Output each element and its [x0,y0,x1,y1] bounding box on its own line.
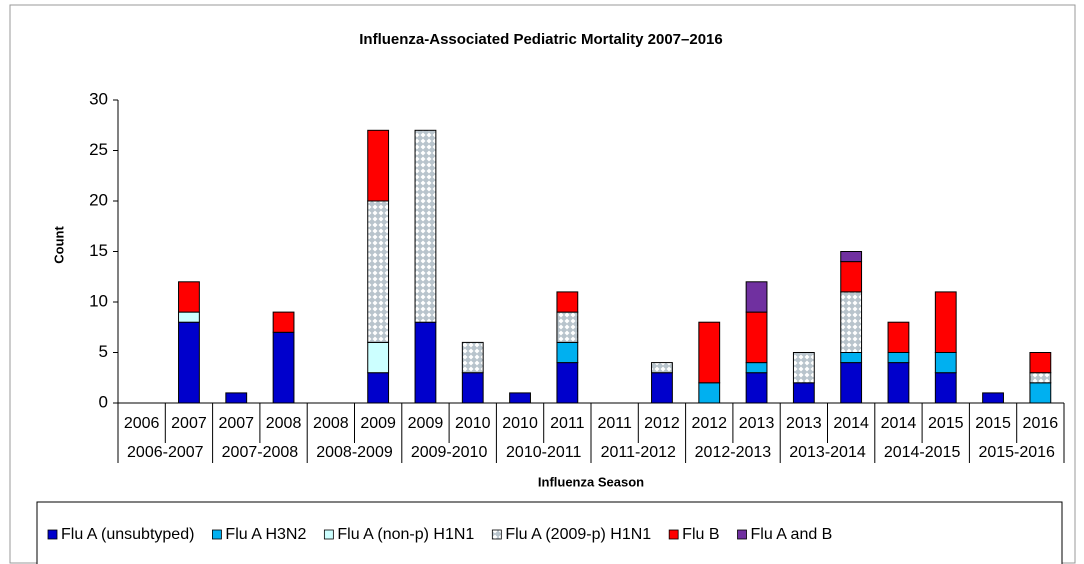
bar-segment [792,352,815,384]
bar-segment [1029,382,1052,404]
x-group-label: 2011-2012 [601,444,676,461]
bar-segment [887,362,910,404]
x-tick-label: 2008 [266,415,302,432]
bar-segment [367,341,390,374]
bar-segment [367,200,390,343]
bar-segment [556,291,579,313]
x-tick-label: 2009 [360,415,396,432]
bar-segment [556,362,579,404]
x-tick-label: 2010 [455,415,491,432]
y-tick-label: 20 [89,190,108,209]
y-tick-label: 5 [99,342,108,361]
x-tick-label: 2011 [597,415,632,432]
bar-segment [178,281,200,313]
x-group-label: 2015-2016 [978,444,1055,461]
bar-segment [556,341,579,364]
bar-segment [272,311,295,333]
bar-segment [509,392,531,404]
x-tick-label: 2010 [502,415,538,432]
x-tick-label: 2006 [124,415,160,432]
bar-segment [934,372,957,404]
bar-segment [414,321,437,404]
legend-swatch [212,529,222,540]
bar-segment [887,321,910,354]
legend-label: Flu A and B [751,526,833,543]
legend-swatch [323,529,334,540]
bar-segment [840,362,863,404]
x-group-label: 2009-2010 [411,444,488,461]
bar-segment [745,281,768,313]
x-group-label: 2006-2007 [127,444,204,461]
x-group-label: 2008-2009 [316,444,393,461]
bar-segment [178,321,200,404]
bar-segment [272,331,295,404]
bar-segment [225,392,248,404]
legend-label: Flu A (2009-p) H1N1 [505,526,651,543]
bar-segment [698,382,721,404]
bar-segment [934,291,957,353]
x-tick-label: 2014 [833,415,869,432]
x-tick-label: 2008 [313,415,349,432]
x-tick-label: 2012 [644,415,680,432]
legend-label: Flu A (non-p) H1N1 [337,526,474,543]
x-tick-label: 2007 [218,415,254,432]
y-tick-label: 15 [89,241,108,260]
bar-segment [745,362,768,374]
x-tick-label: 2016 [1023,415,1059,432]
bar-segment [178,311,200,323]
bar-segment [934,352,957,374]
bar-segment [745,311,768,364]
x-tick-label: 2013 [786,415,822,432]
x-tick-label: 2012 [691,415,727,432]
bar-segment [367,372,390,404]
bar-segment [887,352,910,364]
legend-swatch [47,529,58,540]
legend-label: Flu A H3N2 [225,526,306,543]
bar-segment [745,372,768,404]
x-group-label: 2013-2014 [789,444,866,461]
x-group-label: 2010-2011 [506,444,581,461]
bar-segment [1029,372,1052,384]
y-tick-label: 10 [89,291,108,310]
legend-box [36,501,1063,564]
bar-segment [698,321,721,384]
chart-title: Influenza-Associated Pediatric Mortality… [359,31,722,48]
x-tick-label: 2015 [975,415,1011,432]
x-tick-label: 2011 [550,415,585,432]
bar-segment [414,129,437,323]
bar-segment [651,372,673,404]
x-tick-label: 2014 [881,415,917,432]
bar-segment [1029,352,1052,374]
y-axis-label: Count [51,226,66,264]
x-group-label: 2014-2015 [884,444,961,461]
y-tick-label: 0 [99,392,108,411]
bar-segment [556,311,579,343]
x-axis-label: Influenza Season [538,474,644,489]
x-tick-label: 2015 [928,415,964,432]
legend-swatch [491,529,502,540]
legend-label: Flu A (unsubtyped) [61,526,194,543]
bar-segment [651,362,673,374]
bar-segment [840,291,863,353]
bar-segment [792,382,815,404]
y-tick-label: 30 [89,89,108,108]
legend-swatch [737,529,747,540]
legend-label: Flu B [682,526,719,543]
y-tick-label: 25 [89,140,108,159]
bar-segment [367,129,390,202]
bar-segment [461,372,484,404]
bar-segment [840,352,863,364]
bar-segment [982,392,1004,404]
x-group-label: 2007-2008 [222,444,299,461]
x-tick-label: 2007 [171,415,207,432]
bar-segment [840,261,863,293]
x-tick-label: 2009 [408,415,444,432]
x-group-label: 2012-2013 [695,444,772,461]
bar-segment [840,251,863,263]
bar-segment [461,341,484,374]
legend-swatch [668,529,679,540]
x-tick-label: 2013 [739,415,775,432]
